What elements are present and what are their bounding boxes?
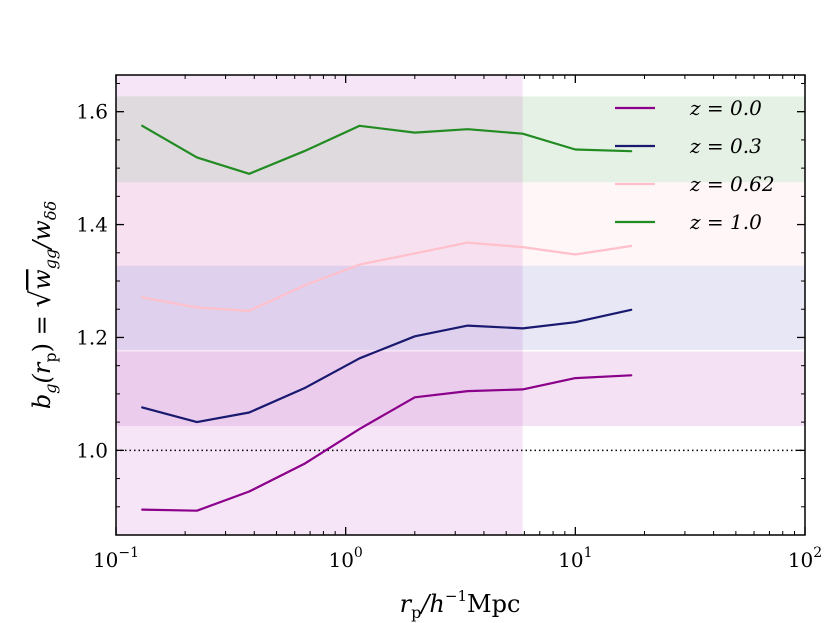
- x-tick-label-2: 101: [558, 545, 592, 572]
- series-line-0: [141, 374, 633, 512]
- plot-frame: [115, 74, 806, 536]
- series-line-3: [141, 124, 633, 175]
- legend: z = 0.0 z = 0.3 z = 0.62 z = 1.0: [615, 96, 775, 234]
- series-line-1: [141, 308, 633, 424]
- x-axis-label: rp/h−1Mpc: [400, 587, 521, 622]
- horizontal-band-0: [116, 351, 805, 427]
- series-line-2: [141, 241, 633, 312]
- legend-label-2: z = 0.62: [689, 172, 775, 196]
- series-lines: [141, 124, 633, 512]
- y-tick-label-0: 1.0: [76, 438, 108, 462]
- legend-label-0: z = 0.0: [689, 96, 762, 120]
- x-tick-label-3: 102: [788, 545, 822, 572]
- x-axis-ticks: 10−1 100 101 102: [93, 75, 822, 572]
- y-tick-label-3: 1.6: [76, 100, 108, 124]
- y-axis-label: bg(rp) = √wgg/wδδ: [24, 201, 60, 409]
- horizontal-band-1: [116, 265, 805, 350]
- x-tick-label-0: 10−1: [93, 545, 139, 572]
- y-tick-label-1: 1.2: [76, 325, 108, 349]
- horizontal-band-2: [116, 182, 805, 266]
- y-tick-label-2: 1.4: [76, 213, 108, 237]
- legend-label-3: z = 1.0: [689, 210, 762, 234]
- y-axis-ticks: 1.0 1.2 1.4 1.6: [76, 82, 805, 508]
- x-tick-label-1: 100: [328, 545, 362, 572]
- legend-label-1: z = 0.3: [689, 134, 762, 158]
